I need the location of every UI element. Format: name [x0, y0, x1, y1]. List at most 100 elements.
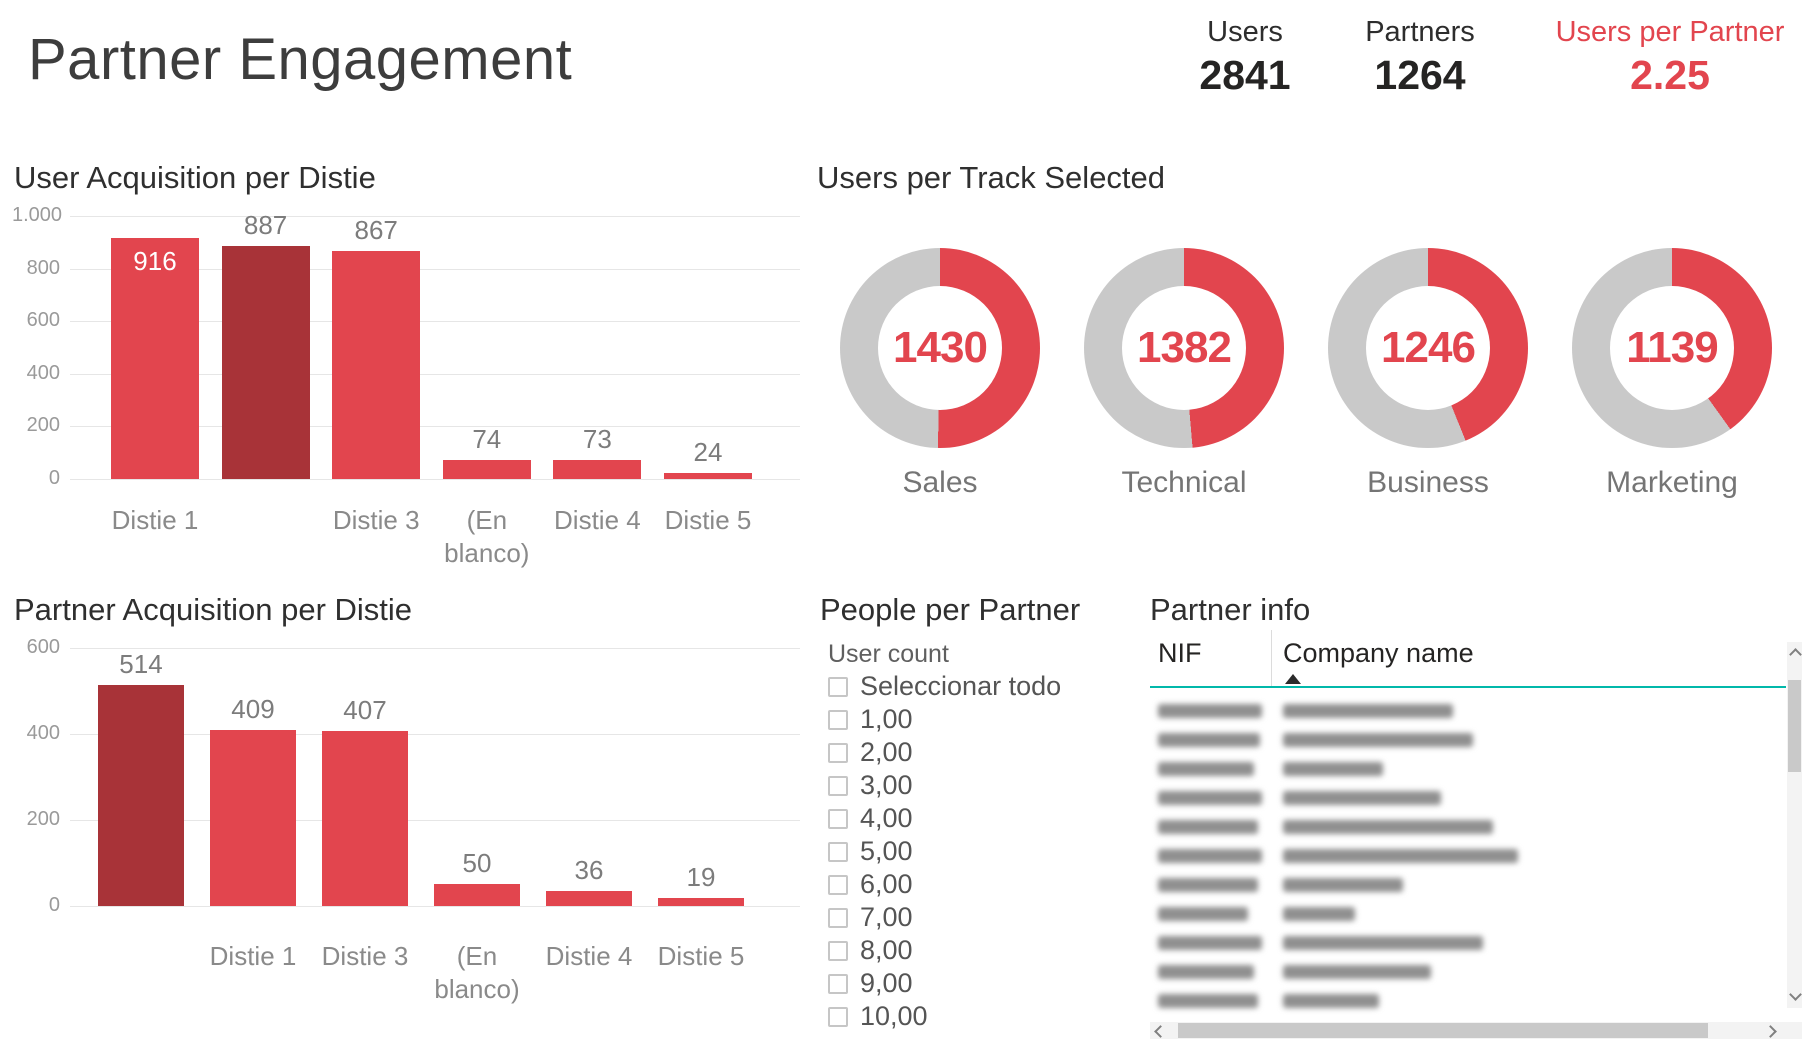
bar[interactable] [434, 884, 520, 906]
checkbox-item[interactable]: 2,00 [828, 736, 1061, 769]
checkbox-unchecked-icon[interactable] [828, 973, 848, 994]
vertical-scrollbar-thumb[interactable] [1788, 680, 1801, 772]
scroll-up-icon[interactable] [1789, 648, 1802, 661]
donut-category-label: Marketing [1606, 466, 1738, 499]
checkbox-item[interactable]: 5,00 [828, 835, 1061, 868]
checkbox-item[interactable]: 6,00 [828, 868, 1061, 901]
table-row[interactable] [1150, 783, 1786, 812]
checkbox-unchecked-icon[interactable] [828, 709, 848, 730]
scroll-left-icon[interactable] [1154, 1025, 1167, 1038]
checkbox-item[interactable]: 3,00 [828, 769, 1061, 802]
bar[interactable] [664, 473, 752, 479]
horizontal-scrollbar[interactable] [1150, 1022, 1802, 1039]
company-cell-obscured [1283, 733, 1473, 747]
nif-cell-obscured [1158, 820, 1258, 834]
checkbox-unchecked-icon[interactable] [828, 940, 848, 961]
bar[interactable] [332, 251, 421, 479]
vertical-scrollbar[interactable] [1787, 642, 1802, 1008]
donut-chart-marketing[interactable]: 1139 [1572, 248, 1772, 448]
table-row[interactable] [1150, 812, 1786, 841]
checkbox-label: 1,00 [860, 704, 913, 734]
scroll-down-icon[interactable] [1789, 988, 1802, 1001]
bar[interactable] [221, 246, 310, 479]
partner-acquisition-chart-title: Partner Acquisition per Distie [14, 592, 413, 627]
checkbox-label: 4,00 [860, 803, 913, 833]
table-row[interactable] [1150, 841, 1786, 870]
checkbox-item[interactable]: 9,00 [828, 967, 1061, 1000]
checkbox-unchecked-icon[interactable] [828, 874, 848, 895]
bar-value-label: 24 [693, 437, 723, 467]
company-cell-obscured [1283, 762, 1383, 776]
donut-chart-business[interactable]: 1246 [1328, 248, 1528, 448]
bar[interactable] [658, 898, 744, 906]
partner-info-table: Partner info NIF Company name [1150, 592, 1805, 1041]
checkbox-item[interactable]: 1,00 [828, 703, 1061, 736]
nif-cell-obscured [1158, 762, 1254, 776]
table-row[interactable] [1150, 928, 1786, 957]
checkbox-item[interactable]: 4,00 [828, 802, 1061, 835]
column-header-company-name[interactable]: Company name [1283, 638, 1474, 668]
bar-value-label: 887 [243, 210, 288, 240]
y-axis-tick-label: 0 [48, 894, 60, 916]
company-cell-obscured [1283, 849, 1518, 863]
table-row[interactable] [1150, 957, 1786, 986]
people-per-partner-title: People per Partner [820, 592, 1081, 627]
checkbox-unchecked-icon[interactable] [828, 841, 848, 862]
bar-value-label: 916 [133, 246, 177, 276]
table-row[interactable] [1150, 899, 1786, 928]
checkbox-item[interactable]: 10,00 [828, 1000, 1061, 1033]
bar[interactable] [322, 731, 408, 906]
x-axis-label: Distie 1 [111, 505, 199, 535]
gridline [70, 426, 800, 428]
donut-chart-sales[interactable]: 1430 [840, 248, 1040, 448]
bar-value-label: 50 [462, 848, 492, 878]
gridline [70, 820, 800, 821]
checkbox-unchecked-icon[interactable] [828, 742, 848, 763]
table-row[interactable] [1150, 986, 1786, 1015]
y-axis-tick-label: 200 [26, 808, 60, 830]
nif-cell-obscured [1158, 907, 1248, 921]
checkbox-unchecked-icon[interactable] [828, 775, 848, 796]
table-row[interactable] [1150, 754, 1786, 783]
checkbox-item[interactable]: 8,00 [828, 934, 1061, 967]
users-per-track-chart: Users per Track Selected 1430 Sales 1382 Te… [817, 160, 1819, 532]
bar[interactable] [210, 730, 296, 906]
bar[interactable] [442, 460, 531, 479]
table-row[interactable] [1150, 725, 1786, 754]
people-per-partner-slicer: People per Partner User count Selecciona… [820, 592, 1150, 1041]
donut-value-label: 1382 [1137, 323, 1232, 372]
nif-cell-obscured [1158, 704, 1262, 718]
company-cell-obscured [1283, 791, 1441, 805]
checkbox-item[interactable]: Seleccionar todo [828, 670, 1061, 703]
checkbox-unchecked-icon[interactable] [828, 907, 848, 928]
checkbox-unchecked-icon[interactable] [828, 676, 848, 697]
horizontal-scrollbar-thumb[interactable] [1178, 1023, 1708, 1038]
column-header-nif[interactable]: NIF [1158, 638, 1202, 668]
donut-chart-technical[interactable]: 1382 [1084, 248, 1284, 448]
y-axis-tick-label: 1.000 [12, 204, 63, 226]
bar-value-label: 19 [686, 862, 716, 892]
bar[interactable] [546, 891, 632, 906]
checkbox-item[interactable]: 7,00 [828, 901, 1061, 934]
table-row[interactable] [1150, 696, 1786, 725]
scroll-right-icon[interactable] [1764, 1025, 1777, 1038]
donut-hole: 1382 [1122, 286, 1246, 410]
checkbox-unchecked-icon[interactable] [828, 1006, 848, 1027]
x-axis-label: Distie 5 [664, 505, 752, 535]
bar-value-label: 514 [119, 649, 163, 679]
donut-category-label: Business [1367, 466, 1489, 499]
bar[interactable] [553, 460, 642, 479]
donut-hole: 1246 [1366, 286, 1490, 410]
x-axis-label: Distie 1 [209, 941, 297, 971]
checkbox-unchecked-icon[interactable] [828, 808, 848, 829]
donut-value-label: 1139 [1626, 323, 1718, 372]
table-row[interactable] [1150, 870, 1786, 899]
bar[interactable] [98, 685, 184, 906]
bar-value-label: 73 [582, 424, 612, 454]
gridline [70, 373, 800, 375]
y-axis-tick-label: 200 [26, 414, 60, 437]
y-axis-tick-label: 400 [26, 361, 60, 384]
nif-cell-obscured [1158, 936, 1262, 950]
bar[interactable] [111, 238, 199, 479]
